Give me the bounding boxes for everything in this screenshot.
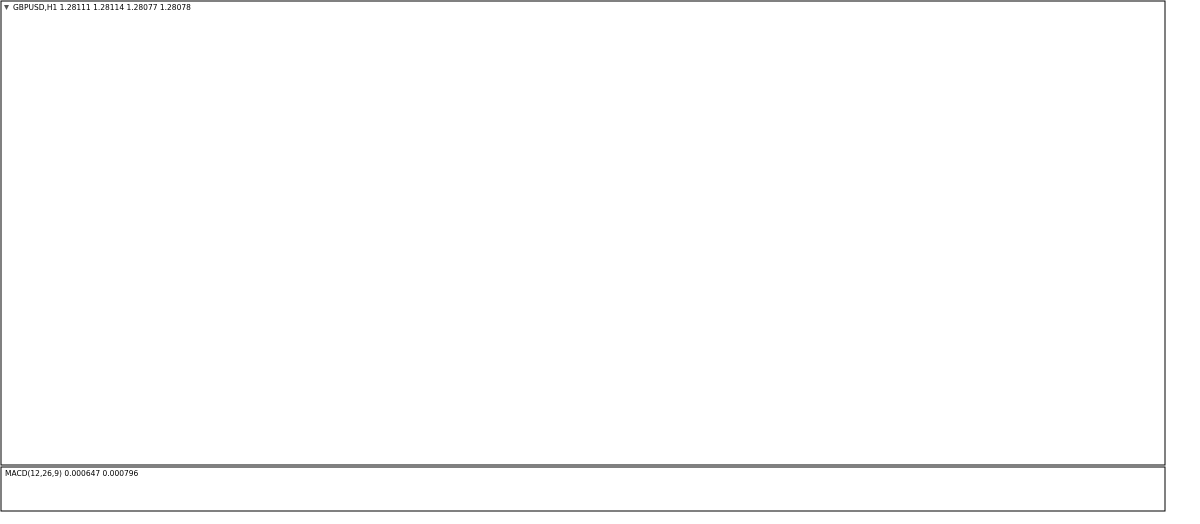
chart-title: GBPUSD,H1 1.28111 1.28114 1.28077 1.2807…	[13, 3, 191, 12]
symbol-icon	[4, 5, 9, 10]
main-panel-frame	[0, 0, 1166, 466]
macd-panel-frame	[0, 466, 1166, 512]
macd-title: MACD(12,26,9) 0.000647 0.000796	[5, 469, 139, 478]
